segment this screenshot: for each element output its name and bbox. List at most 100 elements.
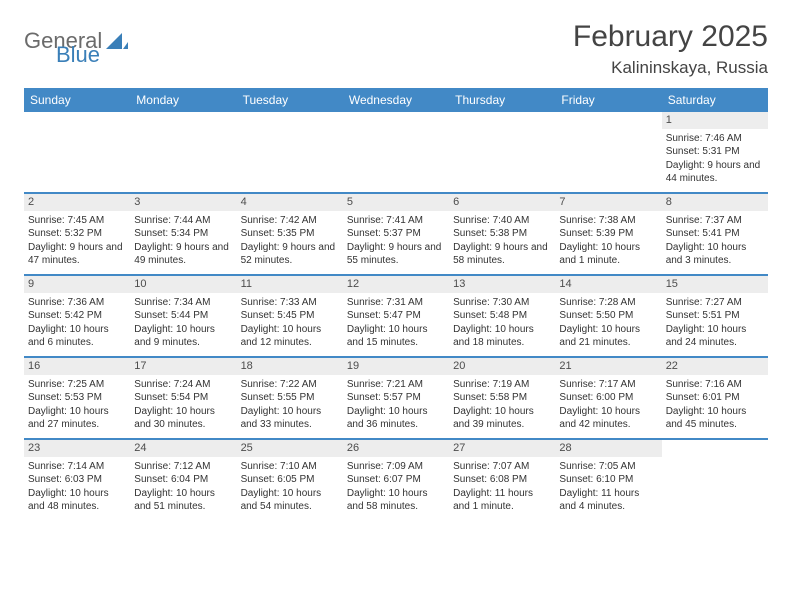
sunset-text: Sunset: 5:45 PM bbox=[241, 309, 339, 323]
day-cell: 3Sunrise: 7:44 AMSunset: 5:34 PMDaylight… bbox=[130, 194, 236, 274]
sunrise-text: Sunrise: 7:25 AM bbox=[28, 378, 126, 392]
day-number: 23 bbox=[24, 440, 130, 457]
daylight-text: Daylight: 9 hours and 49 minutes. bbox=[134, 241, 232, 268]
sunrise-text: Sunrise: 7:31 AM bbox=[347, 296, 445, 310]
day-number: 7 bbox=[555, 194, 661, 211]
day-cell: 17Sunrise: 7:24 AMSunset: 5:54 PMDayligh… bbox=[130, 358, 236, 438]
logo: General Blue bbox=[24, 20, 128, 54]
daylight-text: Daylight: 10 hours and 54 minutes. bbox=[241, 487, 339, 514]
day-number: 10 bbox=[130, 276, 236, 293]
day-cell: 26Sunrise: 7:09 AMSunset: 6:07 PMDayligh… bbox=[343, 440, 449, 520]
sunrise-text: Sunrise: 7:38 AM bbox=[559, 214, 657, 228]
sunset-text: Sunset: 6:08 PM bbox=[453, 473, 551, 487]
day-cell: 11Sunrise: 7:33 AMSunset: 5:45 PMDayligh… bbox=[237, 276, 343, 356]
sunrise-text: Sunrise: 7:21 AM bbox=[347, 378, 445, 392]
day-cell: 5Sunrise: 7:41 AMSunset: 5:37 PMDaylight… bbox=[343, 194, 449, 274]
weeks-container: 1Sunrise: 7:46 AMSunset: 5:31 PMDaylight… bbox=[24, 112, 768, 520]
sunset-text: Sunset: 5:48 PM bbox=[453, 309, 551, 323]
sunrise-text: Sunrise: 7:17 AM bbox=[559, 378, 657, 392]
daylight-text: Daylight: 10 hours and 3 minutes. bbox=[666, 241, 764, 268]
day-header-saturday: Saturday bbox=[662, 88, 768, 112]
sunset-text: Sunset: 5:50 PM bbox=[559, 309, 657, 323]
day-header-monday: Monday bbox=[130, 88, 236, 112]
sunrise-text: Sunrise: 7:37 AM bbox=[666, 214, 764, 228]
day-header-row: Sunday Monday Tuesday Wednesday Thursday… bbox=[24, 88, 768, 112]
day-number: 28 bbox=[555, 440, 661, 457]
sunset-text: Sunset: 5:41 PM bbox=[666, 227, 764, 241]
sunrise-text: Sunrise: 7:14 AM bbox=[28, 460, 126, 474]
day-cell: 10Sunrise: 7:34 AMSunset: 5:44 PMDayligh… bbox=[130, 276, 236, 356]
daylight-text: Daylight: 10 hours and 30 minutes. bbox=[134, 405, 232, 432]
sunrise-text: Sunrise: 7:10 AM bbox=[241, 460, 339, 474]
day-number: 3 bbox=[130, 194, 236, 211]
header: General Blue February 2025 Kalininskaya,… bbox=[24, 20, 768, 78]
day-number: 24 bbox=[130, 440, 236, 457]
day-cell bbox=[237, 112, 343, 192]
daylight-text: Daylight: 10 hours and 33 minutes. bbox=[241, 405, 339, 432]
sunset-text: Sunset: 5:32 PM bbox=[28, 227, 126, 241]
daylight-text: Daylight: 10 hours and 12 minutes. bbox=[241, 323, 339, 350]
day-number: 27 bbox=[449, 440, 555, 457]
daylight-text: Daylight: 11 hours and 4 minutes. bbox=[559, 487, 657, 514]
week-row: 16Sunrise: 7:25 AMSunset: 5:53 PMDayligh… bbox=[24, 358, 768, 440]
month-title: February 2025 bbox=[573, 20, 768, 54]
day-header-sunday: Sunday bbox=[24, 88, 130, 112]
day-cell: 7Sunrise: 7:38 AMSunset: 5:39 PMDaylight… bbox=[555, 194, 661, 274]
daylight-text: Daylight: 10 hours and 48 minutes. bbox=[28, 487, 126, 514]
title-block: February 2025 Kalininskaya, Russia bbox=[573, 20, 768, 78]
sunset-text: Sunset: 5:53 PM bbox=[28, 391, 126, 405]
daylight-text: Daylight: 10 hours and 36 minutes. bbox=[347, 405, 445, 432]
sunset-text: Sunset: 6:07 PM bbox=[347, 473, 445, 487]
day-cell: 25Sunrise: 7:10 AMSunset: 6:05 PMDayligh… bbox=[237, 440, 343, 520]
daylight-text: Daylight: 9 hours and 44 minutes. bbox=[666, 159, 764, 186]
sunrise-text: Sunrise: 7:30 AM bbox=[453, 296, 551, 310]
week-row: 9Sunrise: 7:36 AMSunset: 5:42 PMDaylight… bbox=[24, 276, 768, 358]
day-cell: 6Sunrise: 7:40 AMSunset: 5:38 PMDaylight… bbox=[449, 194, 555, 274]
sunrise-text: Sunrise: 7:16 AM bbox=[666, 378, 764, 392]
day-number: 25 bbox=[237, 440, 343, 457]
day-cell: 4Sunrise: 7:42 AMSunset: 5:35 PMDaylight… bbox=[237, 194, 343, 274]
day-cell: 21Sunrise: 7:17 AMSunset: 6:00 PMDayligh… bbox=[555, 358, 661, 438]
day-cell: 28Sunrise: 7:05 AMSunset: 6:10 PMDayligh… bbox=[555, 440, 661, 520]
daylight-text: Daylight: 9 hours and 52 minutes. bbox=[241, 241, 339, 268]
day-number: 9 bbox=[24, 276, 130, 293]
day-cell: 20Sunrise: 7:19 AMSunset: 5:58 PMDayligh… bbox=[449, 358, 555, 438]
day-cell bbox=[24, 112, 130, 192]
day-number: 2 bbox=[24, 194, 130, 211]
day-number: 4 bbox=[237, 194, 343, 211]
week-row: 23Sunrise: 7:14 AMSunset: 6:03 PMDayligh… bbox=[24, 440, 768, 520]
sunset-text: Sunset: 5:35 PM bbox=[241, 227, 339, 241]
week-row: 1Sunrise: 7:46 AMSunset: 5:31 PMDaylight… bbox=[24, 112, 768, 194]
sunrise-text: Sunrise: 7:41 AM bbox=[347, 214, 445, 228]
day-cell bbox=[343, 112, 449, 192]
week-row: 2 Sunrise: 7:45 AMSunset: 5:32 PM Daylight… bbox=[24, 194, 768, 276]
day-cell: 24Sunrise: 7:12 AMSunset: 6:04 PMDayligh… bbox=[130, 440, 236, 520]
sunrise-text: Sunrise: 7:46 AM bbox=[666, 132, 764, 146]
location-label: Kalininskaya, Russia bbox=[573, 58, 768, 78]
sunset-text: Sunset: 5:58 PM bbox=[453, 391, 551, 405]
day-cell: 16Sunrise: 7:25 AMSunset: 5:53 PMDayligh… bbox=[24, 358, 130, 438]
day-number: 14 bbox=[555, 276, 661, 293]
daylight-text: Daylight: 10 hours and 42 minutes. bbox=[559, 405, 657, 432]
sunrise-text: Sunrise: 7:09 AM bbox=[347, 460, 445, 474]
day-cell bbox=[555, 112, 661, 192]
sunrise-text: Sunrise: 7:45 AM bbox=[28, 214, 126, 228]
sunrise-text: Sunrise: 7:12 AM bbox=[134, 460, 232, 474]
day-number: 13 bbox=[449, 276, 555, 293]
sunrise-text: Sunrise: 7:27 AM bbox=[666, 296, 764, 310]
day-number: 6 bbox=[449, 194, 555, 211]
sunrise-text: Sunrise: 7:19 AM bbox=[453, 378, 551, 392]
logo-text-blue: Blue bbox=[56, 42, 100, 68]
sunset-text: Sunset: 6:01 PM bbox=[666, 391, 764, 405]
sunrise-text: Sunrise: 7:44 AM bbox=[134, 214, 232, 228]
sunset-text: Sunset: 6:10 PM bbox=[559, 473, 657, 487]
sunset-text: Sunset: 5:38 PM bbox=[453, 227, 551, 241]
daylight-text: Daylight: 10 hours and 58 minutes. bbox=[347, 487, 445, 514]
day-number: 8 bbox=[662, 194, 768, 211]
day-cell: 15Sunrise: 7:27 AMSunset: 5:51 PMDayligh… bbox=[662, 276, 768, 356]
daylight-text: Daylight: 10 hours and 27 minutes. bbox=[28, 405, 126, 432]
sunset-text: Sunset: 6:00 PM bbox=[559, 391, 657, 405]
sunrise-text: Sunrise: 7:40 AM bbox=[453, 214, 551, 228]
sunset-text: Sunset: 6:03 PM bbox=[28, 473, 126, 487]
daylight-text: Daylight: 10 hours and 24 minutes. bbox=[666, 323, 764, 350]
